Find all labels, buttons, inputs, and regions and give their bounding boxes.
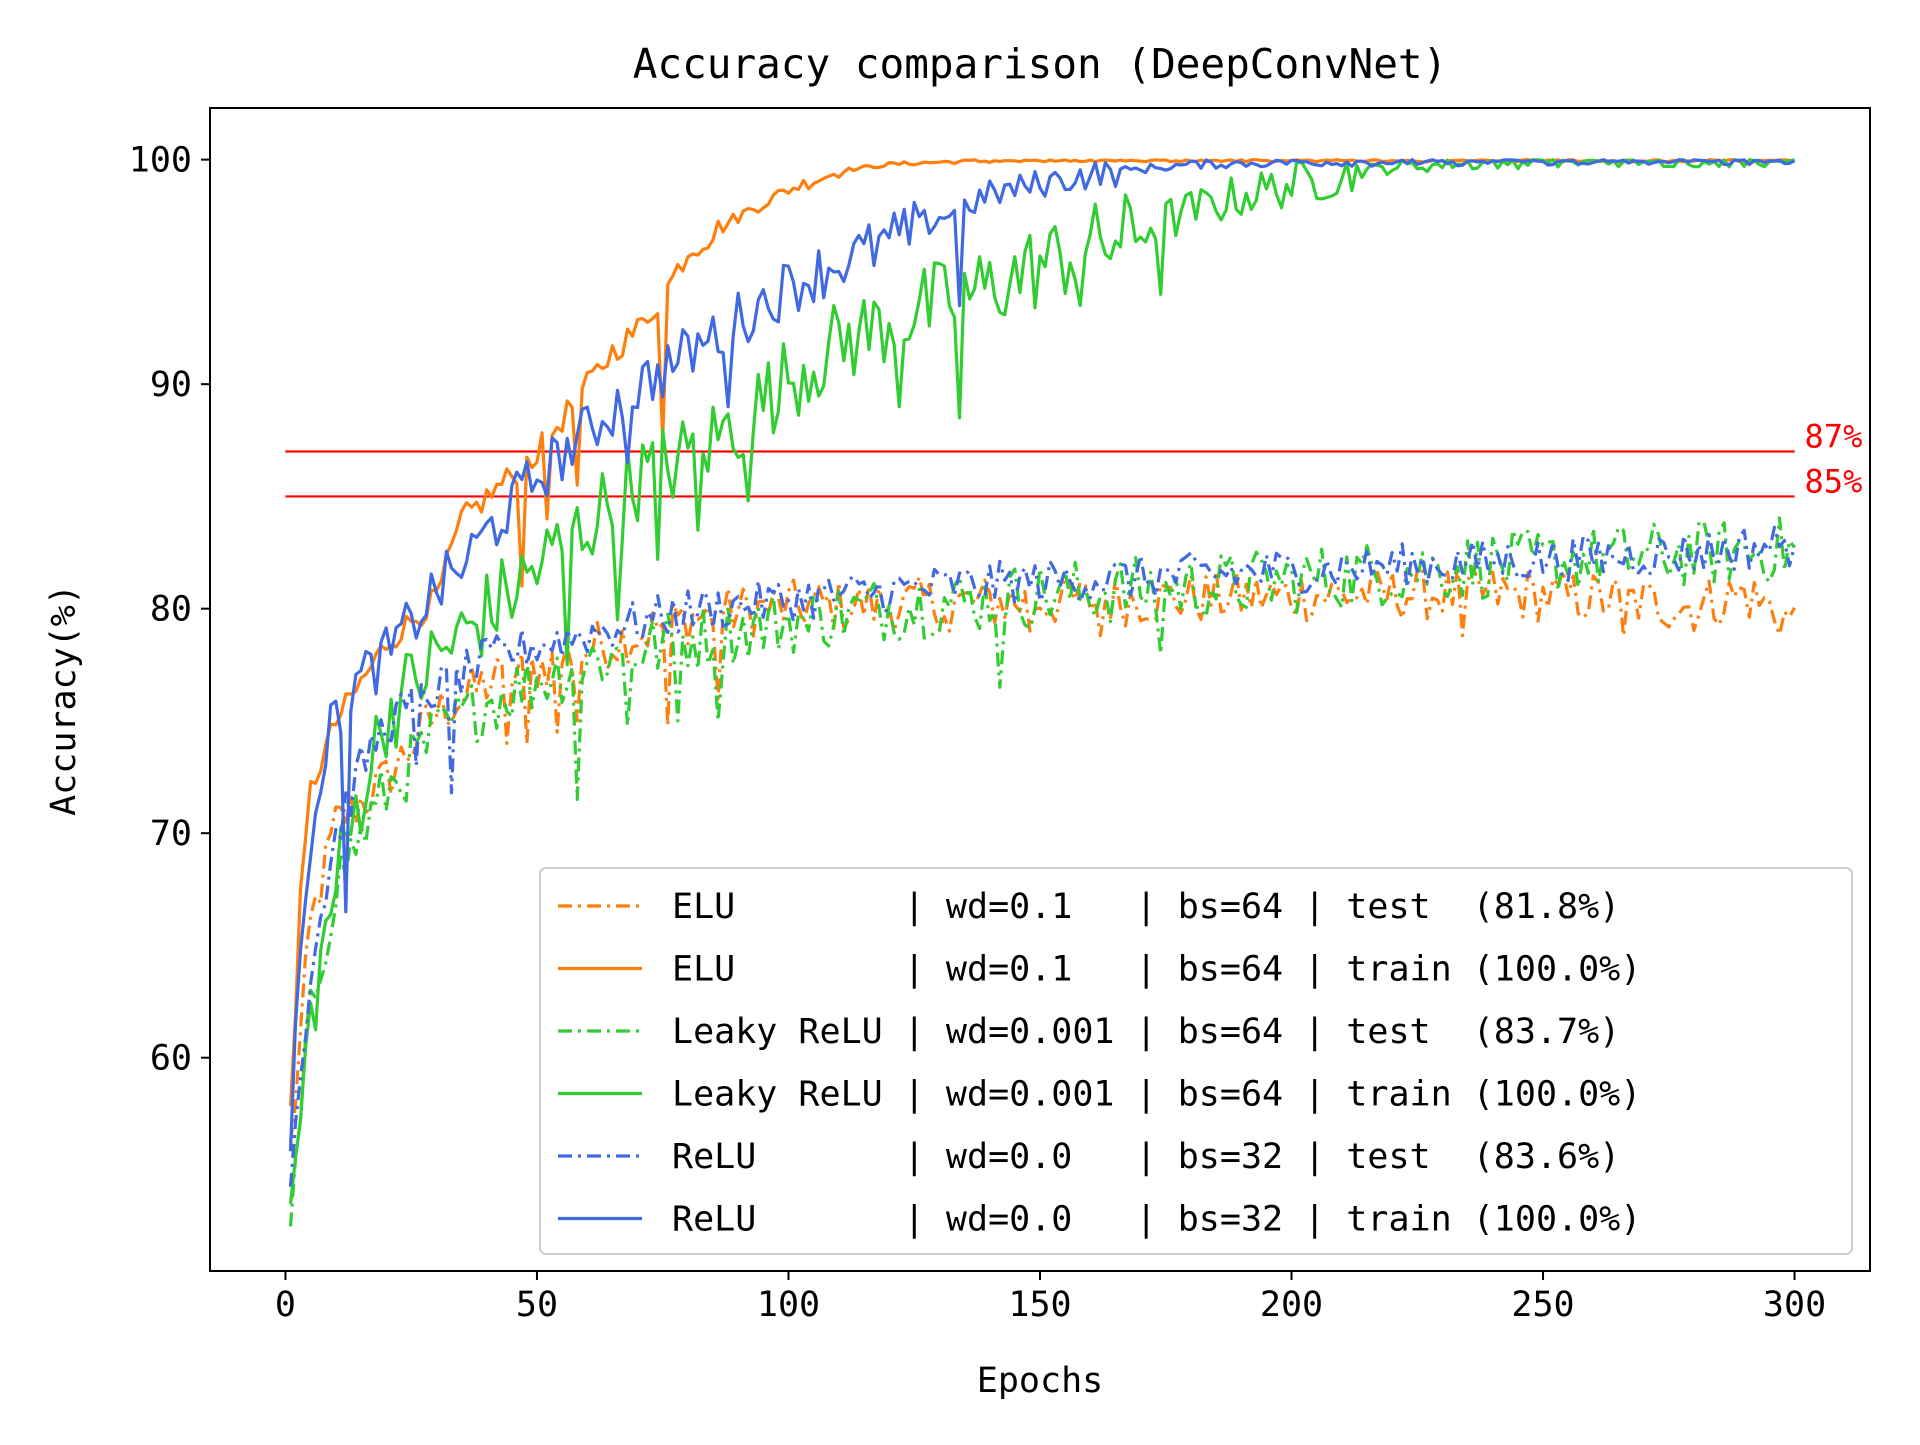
legend-label-3: Leaky ReLU | wd=0.001 | bs=64 | train (1… <box>672 1075 1641 1115</box>
x-axis-label: Epochs <box>977 1361 1103 1401</box>
series-line-2 <box>288 516 1796 1227</box>
y-tick-label-60: 60 <box>150 1039 192 1079</box>
y-tick-label-90: 90 <box>150 365 192 405</box>
series-line-0 <box>288 565 1796 1143</box>
legend-label-0: ELU | wd=0.1 | bs=64 | test (81.8%) <box>672 887 1620 927</box>
x-tick-label-0: 0 <box>275 1285 296 1325</box>
y-tick-label-80: 80 <box>150 590 192 630</box>
ticks: 0 50 100 150 200 250 300 60 70 80 90 100 <box>129 141 1826 1325</box>
chart-title: Accuracy comparison (DeepConvNet) <box>633 40 1448 88</box>
legend-label-2: Leaky ReLU | wd=0.001 | bs=64 | test (83… <box>672 1012 1620 1052</box>
x-tick-label-100: 100 <box>757 1285 820 1325</box>
x-tick-label-200: 200 <box>1260 1285 1323 1325</box>
legend-box <box>539 867 1853 1255</box>
reference-label-85: 85% <box>1805 462 1863 500</box>
x-tick-label-50: 50 <box>516 1285 558 1325</box>
plot-area: 87%85% <box>285 158 1863 1227</box>
x-tick-label-150: 150 <box>1008 1285 1071 1325</box>
series-line-4 <box>288 525 1797 1187</box>
legend: ELU | wd=0.1 | bs=64 | test (81.8%) ELU |… <box>539 867 1853 1255</box>
y-tick-label-100: 100 <box>129 141 192 181</box>
x-tick-label-250: 250 <box>1511 1285 1574 1325</box>
y-axis-label: Accuracy(%) <box>44 584 84 816</box>
legend-label-4: ReLU | wd=0.0 | bs=32 | test (83.6%) <box>672 1137 1620 1177</box>
x-tick-label-300: 300 <box>1763 1285 1826 1325</box>
y-tick-label-70: 70 <box>150 814 192 854</box>
legend-label-5: ReLU | wd=0.0 | bs=32 | train (100.0%) <box>672 1200 1641 1240</box>
legend-label-1: ELU | wd=0.1 | bs=64 | train (100.0%) <box>672 950 1641 990</box>
series-line-5 <box>288 158 1796 1152</box>
reference-label-87: 87% <box>1805 418 1863 456</box>
